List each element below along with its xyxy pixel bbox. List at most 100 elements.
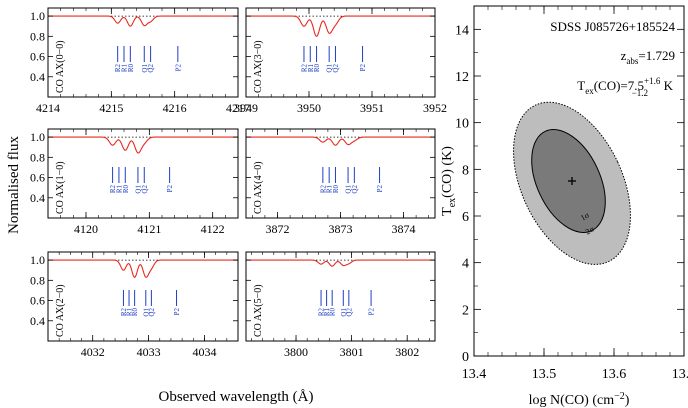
model-fit xyxy=(246,15,435,37)
panel-label: CO AX(0−0) xyxy=(55,40,66,93)
transition-label-Q1: Q1 xyxy=(134,185,142,194)
zabs-annotation: zabs=1.729 xyxy=(621,48,675,66)
y-tick-label: 1.0 xyxy=(30,9,45,23)
x-tick-label: 3801 xyxy=(340,345,364,359)
model-fit xyxy=(246,136,435,146)
transition-label-R0: R0 xyxy=(313,64,321,73)
contour-y-tick-label: 0 xyxy=(462,350,469,365)
transition-label-Q2: Q2 xyxy=(147,64,155,73)
transition-label-R2: R2 xyxy=(301,64,309,73)
transition-label-R1: R1 xyxy=(323,308,331,317)
contour-y-tick-label: 2 xyxy=(462,303,469,318)
panel-label: CO AX(3−0) xyxy=(253,40,264,93)
panel-label: CO AX(2−0) xyxy=(55,284,66,337)
contour-y-tick-label: 6 xyxy=(462,210,469,225)
tex-lower-error: −1.2 xyxy=(632,88,648,98)
transition-label-R1: R1 xyxy=(115,185,123,194)
contour-x-tick-label: 13.7 xyxy=(672,367,688,382)
contour-y-tick-label: 10 xyxy=(455,117,469,132)
y-tick-label: 0.6 xyxy=(30,50,45,64)
contour-y-tick-label: 4 xyxy=(462,257,469,272)
x-tick-label: 3950 xyxy=(297,101,321,115)
y-tick-label: 0.6 xyxy=(30,294,45,308)
contour-x-label: log N(CO) (cm−2) xyxy=(529,391,630,408)
contour-x-tick-label: 13.4 xyxy=(462,367,487,382)
x-tick-label: 3949 xyxy=(234,101,258,115)
panel-label: CO AX(4−0) xyxy=(253,161,264,214)
transition-label-R1: R1 xyxy=(326,185,334,194)
transition-label-Q1: Q1 xyxy=(326,64,334,73)
transition-label-Q1: Q1 xyxy=(345,185,353,194)
contour-y-tick-label: 12 xyxy=(455,70,469,85)
tex-annotation: Tex(CO)=7.5+1.6 K xyxy=(577,76,673,96)
transition-label-R2: R2 xyxy=(318,308,326,317)
x-tick-label: 4033 xyxy=(137,345,161,359)
transition-label-R2: R2 xyxy=(114,64,122,73)
transition-label-Q1: Q1 xyxy=(141,64,149,73)
transition-label-R1: R1 xyxy=(121,64,129,73)
transition-label-R1: R1 xyxy=(307,64,315,73)
x-tick-label: 3952 xyxy=(423,101,447,115)
contour-x-tick-label: 13.5 xyxy=(532,367,557,382)
transition-label-Q1: Q1 xyxy=(142,308,150,317)
transition-label-R0: R0 xyxy=(127,64,135,73)
y-tick-label: 1.0 xyxy=(30,253,45,267)
y-axis-label: Normalised flux xyxy=(6,136,22,234)
contour-y-tick-label: 8 xyxy=(462,163,469,178)
x-tick-label: 4215 xyxy=(99,101,123,115)
transition-label-Q2: Q2 xyxy=(345,308,353,317)
x-tick-label: 3873 xyxy=(329,222,353,236)
model-fit xyxy=(246,259,435,267)
contour-title: SDSS J085726+185524 xyxy=(550,19,675,34)
y-tick-label: 0.4 xyxy=(30,191,45,205)
x-tick-label: 4122 xyxy=(201,222,225,236)
transition-label-R2: R2 xyxy=(120,308,128,317)
transition-label-Q2: Q2 xyxy=(148,308,156,317)
model-fit xyxy=(48,136,238,154)
transition-label-Q2: Q2 xyxy=(141,185,149,194)
y-tick-label: 0.8 xyxy=(30,29,45,43)
panel-label: CO AX(5−0) xyxy=(253,284,264,337)
contour-y-tick-label: 14 xyxy=(455,23,469,38)
transition-label-Q2: Q2 xyxy=(332,64,340,73)
contour-frame xyxy=(473,5,685,357)
model-fit xyxy=(48,259,238,278)
x-tick-label: 4214 xyxy=(36,101,60,115)
contour-x-tick-label: 13.6 xyxy=(602,367,627,382)
y-tick-label: 0.8 xyxy=(30,273,45,287)
y-tick-label: 0.4 xyxy=(30,314,45,328)
panel-label: CO AX(1−0) xyxy=(55,161,66,214)
transition-label-P2: P2 xyxy=(368,308,376,316)
x-tick-label: 4034 xyxy=(192,345,216,359)
transition-label-R0: R0 xyxy=(122,185,130,194)
contour-y-label: Tex(CO) (K) xyxy=(440,146,458,216)
transition-label-P2: P2 xyxy=(376,185,384,193)
transition-label-R2: R2 xyxy=(109,185,117,194)
panel-frame xyxy=(47,128,239,219)
transition-label-R0: R0 xyxy=(131,308,139,317)
y-tick-label: 0.8 xyxy=(30,150,45,164)
panel-frame xyxy=(245,7,436,98)
transition-label-P2: P2 xyxy=(359,64,367,72)
transition-label-P2: P2 xyxy=(166,185,174,193)
panel-frame xyxy=(47,7,239,98)
transition-label-Q2: Q2 xyxy=(351,185,359,194)
transition-label-R0: R0 xyxy=(329,308,337,317)
x-tick-label: 4032 xyxy=(81,345,105,359)
transition-label-R1: R1 xyxy=(126,308,134,317)
transition-label-P2: P2 xyxy=(173,308,181,316)
x-tick-label: 3800 xyxy=(284,345,308,359)
transition-label-Q1: Q1 xyxy=(340,308,348,317)
panel-frame xyxy=(47,251,239,342)
x-tick-label: 4120 xyxy=(74,222,98,236)
panel-frame xyxy=(245,128,436,219)
panel-frame xyxy=(245,251,436,342)
